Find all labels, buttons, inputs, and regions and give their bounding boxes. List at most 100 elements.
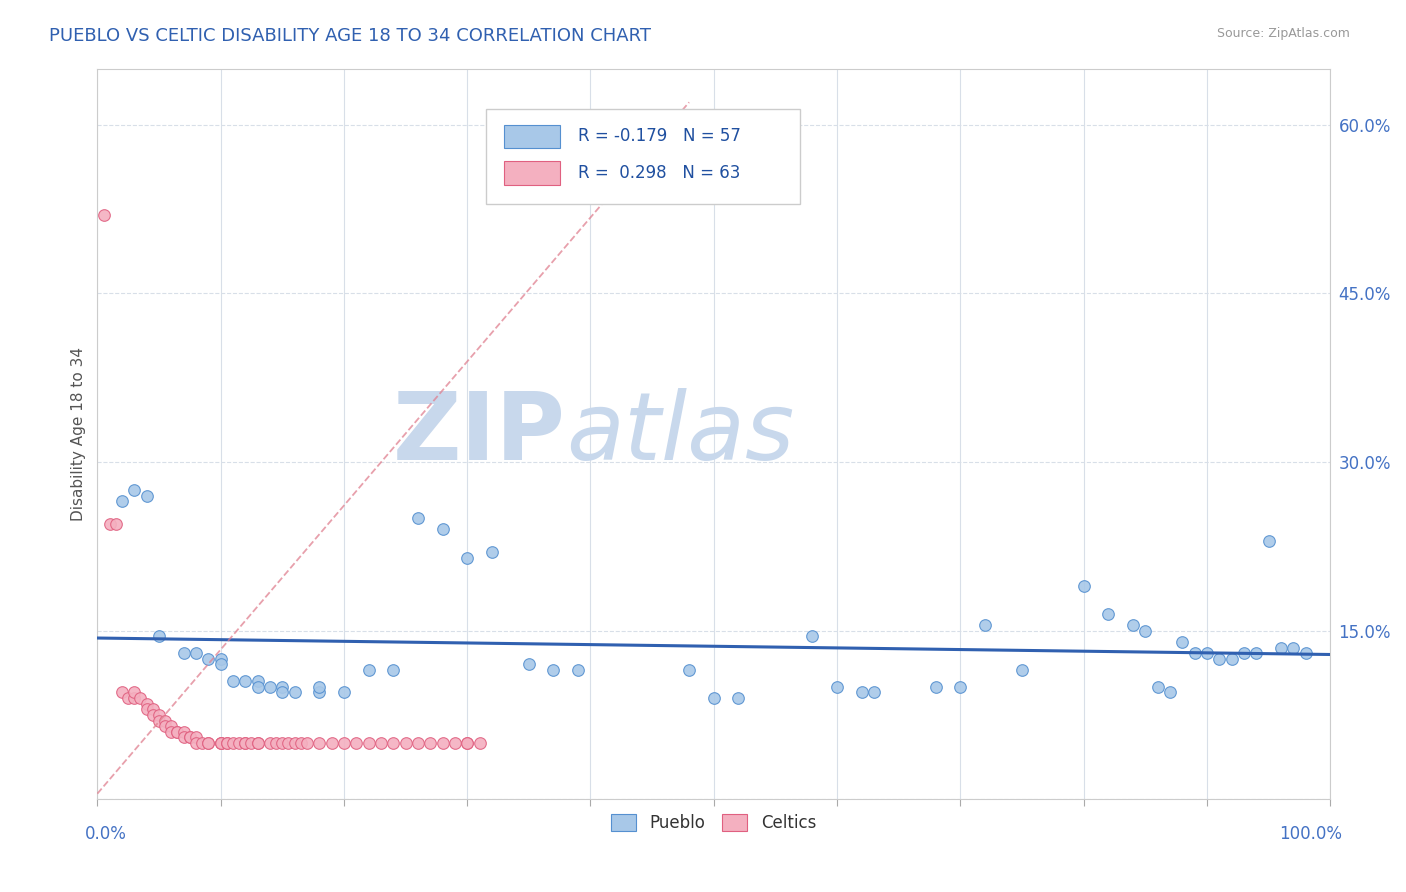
Text: 0.0%: 0.0%: [84, 825, 127, 843]
Point: [209, 736, 232, 750]
Point: [184, 646, 207, 660]
Point: [209, 736, 232, 750]
Point: [382, 663, 405, 677]
Point: [333, 736, 356, 750]
Point: [148, 708, 170, 723]
Legend: Pueblo, Celtics: Pueblo, Celtics: [605, 807, 823, 838]
Point: [246, 680, 269, 694]
Point: [1011, 663, 1033, 677]
Point: [233, 736, 256, 750]
Point: [1220, 652, 1243, 666]
Point: [222, 674, 245, 689]
Point: [1135, 624, 1157, 638]
Point: [1233, 646, 1256, 660]
Point: [184, 731, 207, 745]
Point: [271, 736, 294, 750]
Point: [321, 736, 343, 750]
Point: [308, 680, 330, 694]
Point: [357, 663, 380, 677]
Point: [1122, 618, 1144, 632]
Point: [111, 494, 134, 508]
Point: [215, 736, 238, 750]
Point: [104, 516, 127, 531]
Point: [271, 685, 294, 699]
Point: [382, 736, 405, 750]
FancyBboxPatch shape: [505, 125, 560, 148]
Point: [481, 545, 503, 559]
Point: [233, 674, 256, 689]
Point: [1244, 646, 1267, 660]
Point: [209, 652, 232, 666]
Point: [517, 657, 540, 672]
Point: [370, 736, 392, 750]
Point: [173, 724, 195, 739]
Point: [444, 736, 467, 750]
Point: [179, 731, 201, 745]
Text: atlas: atlas: [565, 388, 794, 479]
Point: [153, 719, 176, 733]
Point: [98, 516, 121, 531]
Text: R =  0.298   N = 63: R = 0.298 N = 63: [578, 164, 741, 182]
FancyBboxPatch shape: [505, 161, 560, 185]
Point: [246, 674, 269, 689]
Point: [406, 511, 429, 525]
Point: [259, 680, 281, 694]
Point: [727, 691, 749, 706]
Point: [209, 736, 232, 750]
Point: [456, 736, 478, 750]
Point: [148, 629, 170, 643]
Point: [160, 724, 183, 739]
Point: [124, 483, 146, 497]
Point: [93, 208, 115, 222]
Point: [153, 714, 176, 728]
Point: [1282, 640, 1305, 655]
Point: [1208, 652, 1230, 666]
Point: [308, 736, 330, 750]
Point: [271, 680, 294, 694]
Point: [142, 702, 165, 716]
Point: [1195, 646, 1218, 660]
Point: [117, 691, 139, 706]
Point: [949, 680, 972, 694]
Text: 100.0%: 100.0%: [1279, 825, 1343, 843]
Point: [394, 736, 416, 750]
Point: [277, 736, 299, 750]
Point: [142, 708, 165, 723]
Point: [1171, 635, 1194, 649]
Point: [111, 685, 134, 699]
Point: [135, 702, 157, 716]
Text: R = -0.179   N = 57: R = -0.179 N = 57: [578, 128, 741, 145]
Point: [419, 736, 441, 750]
Point: [456, 550, 478, 565]
Text: Source: ZipAtlas.com: Source: ZipAtlas.com: [1216, 27, 1350, 40]
Point: [259, 736, 281, 750]
Point: [344, 736, 367, 750]
Point: [432, 736, 454, 750]
Point: [1257, 533, 1279, 548]
Point: [240, 736, 263, 750]
Point: [1159, 685, 1181, 699]
Text: ZIP: ZIP: [392, 388, 565, 480]
Point: [1295, 646, 1317, 660]
Point: [295, 736, 318, 750]
Point: [160, 719, 183, 733]
Point: [166, 724, 188, 739]
Point: [148, 714, 170, 728]
Text: PUEBLO VS CELTIC DISABILITY AGE 18 TO 34 CORRELATION CHART: PUEBLO VS CELTIC DISABILITY AGE 18 TO 34…: [49, 27, 651, 45]
Point: [678, 663, 700, 677]
Point: [246, 736, 269, 750]
Point: [246, 736, 269, 750]
Point: [191, 736, 214, 750]
Point: [129, 691, 152, 706]
Point: [135, 489, 157, 503]
FancyBboxPatch shape: [485, 109, 800, 203]
Point: [284, 736, 307, 750]
Point: [468, 736, 491, 750]
Point: [406, 736, 429, 750]
Point: [284, 685, 307, 699]
Point: [1073, 579, 1095, 593]
Point: [215, 736, 238, 750]
Point: [567, 663, 589, 677]
Point: [801, 629, 824, 643]
Point: [825, 680, 848, 694]
